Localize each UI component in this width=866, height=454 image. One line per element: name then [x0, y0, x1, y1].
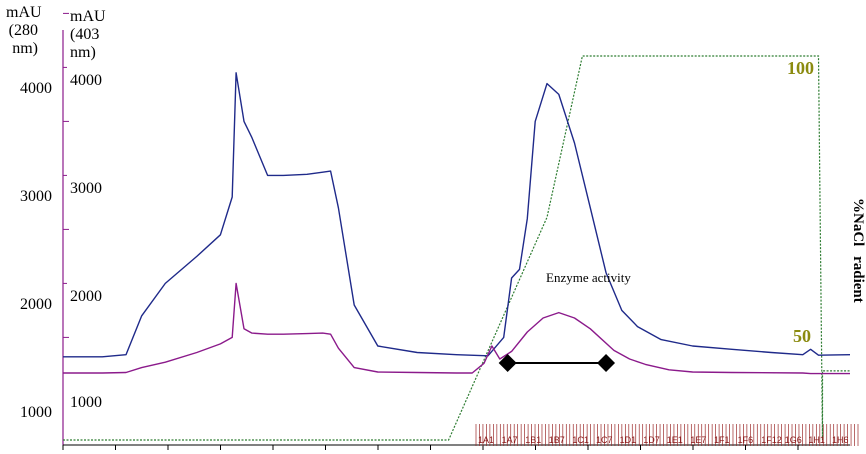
absorbance-280-line — [63, 282, 850, 375]
y-tick-403: 1000 — [70, 394, 102, 411]
fraction-label: 1A7 — [501, 435, 518, 445]
y-tick-280: 3000 — [20, 188, 52, 205]
annotation-layer — [498, 354, 616, 372]
fraction-label: 1F12 — [761, 435, 782, 445]
fraction-label: 1E7 — [690, 435, 707, 445]
y-tick-403: 4000 — [70, 72, 102, 89]
fraction-label: 1D1 — [619, 435, 637, 445]
gradient-line — [63, 55, 850, 441]
series-layer — [63, 72, 851, 375]
y-axis-403-label: mAU (403 nm) — [70, 8, 106, 62]
y-tick-280: 1000 — [20, 404, 52, 421]
y-tick-280: 2000 — [20, 296, 52, 313]
axes-layer — [62, 12, 850, 450]
fraction-label: 1D7 — [643, 435, 660, 445]
fraction-ticks — [475, 424, 859, 446]
gradient-tick-100: 100 — [787, 58, 814, 78]
fraction-label: 1F1 — [714, 435, 730, 445]
y-axis-280-label-line: (280 — [8, 22, 38, 39]
fraction-label: 1G6 — [784, 435, 802, 445]
fraction-label: 1C1 — [572, 435, 589, 445]
y-axis-280-label-line: mAU — [6, 4, 42, 21]
enzyme-activity-marker — [597, 354, 616, 372]
gradient-axis-label-part: %NaCl — [850, 198, 866, 247]
y-axis-280-label-line: nm) — [12, 40, 38, 57]
y-axis-403-label-line: (403 — [70, 26, 100, 43]
fraction-label: 1E1 — [666, 435, 683, 445]
fraction-label: 1A1 — [478, 435, 495, 445]
fraction-label: 1H6 — [832, 435, 849, 445]
y-axis-280-label: mAU (280 nm) — [6, 4, 42, 58]
enzyme-activity-marker — [498, 354, 517, 372]
gradient-tick-50: 50 — [793, 326, 811, 346]
y-tick-403: 3000 — [70, 180, 102, 197]
absorbance-403-line — [63, 72, 851, 358]
fraction-label: 1H1 — [808, 435, 825, 445]
gradient-layer — [63, 55, 850, 441]
fraction-label: 1F6 — [737, 435, 754, 445]
y-tick-403: 2000 — [70, 288, 102, 305]
gradient-axis-label: %NaCl radient — [849, 198, 866, 303]
y-tick-280: 4000 — [20, 80, 52, 97]
enzyme-activity-label: Enzyme activity — [546, 270, 631, 285]
gradient-axis-label-part: radient — [850, 256, 866, 303]
y-axis-403-label-line: mAU — [70, 8, 106, 25]
fraction-label: 1C7 — [596, 435, 613, 445]
fraction-label: 1B1 — [525, 435, 542, 445]
fraction-label: 1B7 — [548, 435, 565, 445]
y-axis-403-label-line: nm) — [70, 44, 96, 61]
